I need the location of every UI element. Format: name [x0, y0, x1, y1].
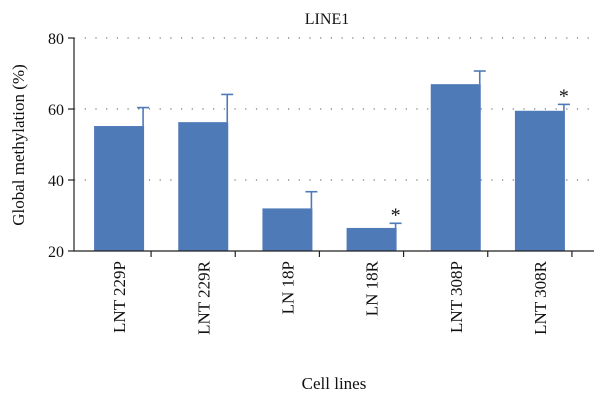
x-tick-label: LNT 229R	[194, 260, 213, 334]
significance-asterisk: *	[391, 204, 401, 226]
y-axis-ticks: 20 40 60 80	[48, 31, 74, 261]
x-axis-ticks: LNT 229P LNT 229R LN 18P LN 18R LNT 308P LNT …	[110, 251, 573, 335]
bar-lnt-229r	[178, 122, 229, 251]
bars	[94, 84, 565, 252]
gridlines	[74, 37, 594, 181]
bar-ln-18p	[262, 208, 313, 251]
x-tick-label: LNT 308P	[447, 261, 466, 333]
y-tick-label: 80	[48, 31, 64, 48]
y-axis-label: Global methylation (%)	[9, 64, 28, 225]
x-tick-label: LN 18P	[278, 261, 297, 314]
significance-asterisk: *	[559, 85, 569, 107]
x-tick-label: LN 18R	[363, 260, 382, 316]
bar-ln-18r	[346, 227, 397, 251]
chart-title: LINE1	[305, 11, 349, 28]
y-tick-label: 40	[48, 173, 64, 190]
x-axis-label: Cell lines	[302, 374, 367, 393]
y-tick-label: 20	[48, 244, 64, 261]
bar-lnt-308p	[430, 84, 481, 252]
bar-lnt-229p	[94, 126, 145, 251]
y-tick-label: 60	[48, 102, 64, 119]
x-tick-label: LNT 229P	[110, 261, 129, 333]
bar-lnt-308r	[514, 110, 565, 252]
error-bars	[137, 70, 570, 228]
significance-markers: **	[391, 85, 569, 226]
x-tick-label: LNT 308R	[531, 260, 550, 334]
